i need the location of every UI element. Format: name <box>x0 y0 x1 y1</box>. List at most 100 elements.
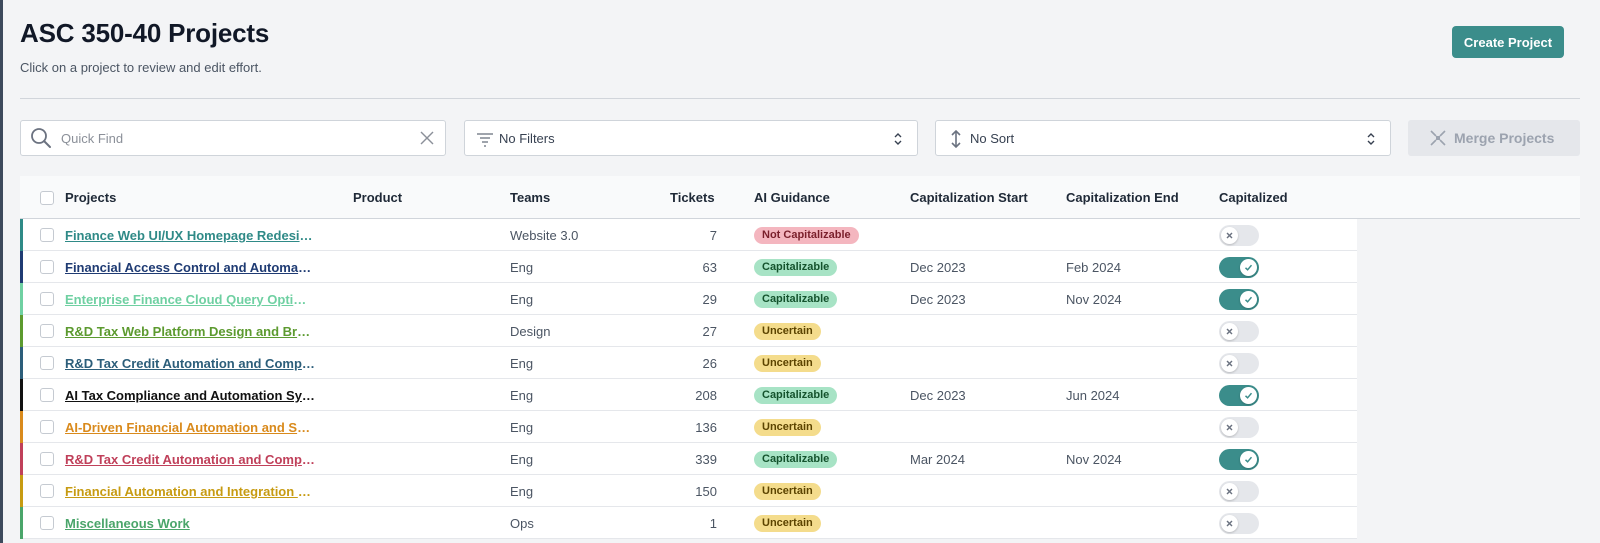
table-row[interactable]: AI Tax Compliance and Automation Syste… … <box>20 379 1357 411</box>
cap-start-cell: Mar 2024 <box>910 452 965 467</box>
row-checkbox[interactable] <box>40 452 54 466</box>
col-ai-guidance[interactable]: AI Guidance <box>754 190 830 205</box>
row-checkbox[interactable] <box>40 516 54 530</box>
x-icon <box>1226 360 1233 367</box>
tickets-cell: 208 <box>695 388 717 403</box>
tickets-cell: 63 <box>702 260 717 275</box>
project-color-bar <box>20 475 23 507</box>
col-projects[interactable]: Projects <box>65 190 117 205</box>
chevron-updown-icon <box>1367 133 1375 145</box>
page-title: ASC 350-40 Projects <box>20 18 270 48</box>
project-link[interactable]: Financial Access Control and Automation… <box>65 260 315 275</box>
window-edge <box>0 0 3 543</box>
team-cell: Design <box>510 324 551 339</box>
capitalized-toggle[interactable] <box>1219 417 1259 438</box>
project-link[interactable]: R&D Tax Credit Automation and Complia… <box>65 356 315 371</box>
cap-end-cell: Nov 2024 <box>1066 452 1122 467</box>
filter-label: No Filters <box>499 131 555 146</box>
row-checkbox[interactable] <box>40 292 54 306</box>
project-color-bar <box>20 507 23 539</box>
quick-find-input[interactable] <box>59 121 399 155</box>
filter-icon <box>477 133 493 147</box>
team-cell: Eng <box>510 388 534 403</box>
capitalized-toggle[interactable] <box>1219 385 1259 406</box>
table-row[interactable]: Financial Automation and Integration Pla… <box>20 475 1357 507</box>
merge-projects-button[interactable]: Merge Projects <box>1408 120 1580 156</box>
select-all-checkbox[interactable] <box>40 191 54 205</box>
project-color-bar <box>20 219 23 251</box>
tickets-cell: 339 <box>695 452 717 467</box>
capitalized-toggle[interactable] <box>1219 513 1259 534</box>
table-row[interactable]: AI-Driven Financial Automation and Secu…… <box>20 411 1357 443</box>
project-link[interactable]: AI Tax Compliance and Automation Syste… <box>65 388 315 403</box>
page-subtitle: Click on a project to review and edit ef… <box>20 60 262 75</box>
table-row[interactable]: Miscellaneous Work Ops 1 Uncertain <box>20 507 1357 539</box>
search-icon <box>31 128 51 148</box>
toggle-knob <box>1221 483 1238 500</box>
team-cell: Eng <box>510 452 534 467</box>
check-icon <box>1244 456 1253 463</box>
capitalized-toggle[interactable] <box>1219 481 1259 502</box>
project-color-bar <box>20 251 23 283</box>
chevron-updown-icon <box>894 133 902 145</box>
col-cap-end[interactable]: Capitalization End <box>1066 190 1179 205</box>
col-product[interactable]: Product <box>353 190 403 205</box>
tickets-cell: 29 <box>702 292 717 307</box>
col-tickets[interactable]: Tickets <box>670 190 715 205</box>
project-link[interactable]: Finance Web UI/UX Homepage Redesign <box>65 228 315 243</box>
col-teams[interactable]: Teams <box>510 190 551 205</box>
project-link[interactable]: Enterprise Finance Cloud Query Optimiz… <box>65 292 315 307</box>
check-icon <box>1244 264 1253 271</box>
col-capitalized[interactable]: Capitalized <box>1219 190 1288 205</box>
project-link[interactable]: R&D Tax Credit Automation and Complia… <box>65 452 315 467</box>
row-checkbox[interactable] <box>40 484 54 498</box>
table-row[interactable]: Enterprise Finance Cloud Query Optimiz… … <box>20 283 1357 315</box>
row-checkbox[interactable] <box>40 420 54 434</box>
toggle-knob <box>1221 419 1238 436</box>
capitalized-toggle[interactable] <box>1219 225 1259 246</box>
ai-guidance-badge: Uncertain <box>754 419 821 436</box>
table-row[interactable]: R&D Tax Credit Automation and Complia… E… <box>20 347 1357 379</box>
col-cap-start[interactable]: Capitalization Start <box>910 190 1028 205</box>
ai-guidance-badge: Not Capitalizable <box>754 227 859 244</box>
ai-guidance-badge: Uncertain <box>754 483 821 500</box>
row-checkbox[interactable] <box>40 324 54 338</box>
row-checkbox[interactable] <box>40 388 54 402</box>
project-color-bar <box>20 379 23 411</box>
clear-search-icon[interactable] <box>419 130 435 146</box>
row-checkbox[interactable] <box>40 228 54 242</box>
project-link[interactable]: Miscellaneous Work <box>65 516 190 531</box>
toggle-knob <box>1240 291 1257 308</box>
table-row[interactable]: R&D Tax Credit Automation and Complia… E… <box>20 443 1357 475</box>
x-icon <box>1226 232 1233 239</box>
quick-find-box <box>20 120 446 156</box>
create-project-button[interactable]: Create Project <box>1452 26 1564 58</box>
capitalized-toggle[interactable] <box>1219 449 1259 470</box>
filter-select[interactable]: No Filters <box>464 120 918 156</box>
toolbar: No Filters No Sort <box>20 120 1580 156</box>
project-color-bar <box>20 443 23 475</box>
row-checkbox[interactable] <box>40 260 54 274</box>
sort-label: No Sort <box>970 131 1015 146</box>
ai-guidance-badge: Uncertain <box>754 515 821 532</box>
ai-guidance-badge: Capitalizable <box>754 387 838 404</box>
table-row[interactable]: Financial Access Control and Automation…… <box>20 251 1357 283</box>
tickets-cell: 150 <box>695 484 717 499</box>
project-link[interactable]: AI-Driven Financial Automation and Secu… <box>65 420 315 435</box>
row-checkbox[interactable] <box>40 356 54 370</box>
project-link[interactable]: R&D Tax Web Platform Design and Brandi… <box>65 324 315 339</box>
header-divider <box>20 98 1580 99</box>
project-link[interactable]: Financial Automation and Integration Pla… <box>65 484 315 499</box>
sort-select[interactable]: No Sort <box>935 120 1391 156</box>
capitalized-toggle[interactable] <box>1219 353 1259 374</box>
capitalized-toggle[interactable] <box>1219 257 1259 278</box>
table-header: Projects Product Teams Tickets AI Guidan… <box>20 176 1580 219</box>
table-row[interactable]: R&D Tax Web Platform Design and Brandi… … <box>20 315 1357 347</box>
table-row[interactable]: Finance Web UI/UX Homepage Redesign Webs… <box>20 219 1357 251</box>
capitalized-toggle[interactable] <box>1219 321 1259 342</box>
toggle-knob <box>1221 515 1238 532</box>
capitalized-toggle[interactable] <box>1219 289 1259 310</box>
project-color-bar <box>20 411 23 443</box>
tickets-cell: 27 <box>702 324 717 339</box>
toggle-knob <box>1221 323 1238 340</box>
